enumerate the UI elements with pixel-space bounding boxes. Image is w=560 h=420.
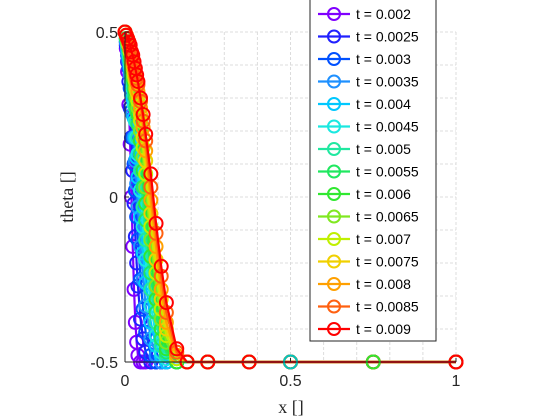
y-tick-label: 0.5: [96, 25, 118, 42]
legend-label: t = 0.0075: [356, 254, 419, 270]
legend-swatch-marker: [327, 119, 341, 134]
legend-item: t = 0.0055: [318, 164, 419, 180]
legend-swatch-marker: [327, 277, 341, 291]
legend-swatch-marker: [327, 209, 341, 224]
legend-label: t = 0.008: [356, 276, 411, 292]
legend-item: t = 0.002: [318, 6, 411, 22]
legend-label: t = 0.0085: [356, 299, 419, 315]
data-point: [138, 126, 154, 142]
legend-item: t = 0.0085: [318, 299, 419, 315]
legend-label: t = 0.006: [356, 186, 411, 202]
y-tick-label: -0.5: [90, 355, 118, 372]
legend-label: t = 0.004: [356, 96, 411, 112]
legend-item: t = 0.006: [318, 186, 411, 202]
legend-swatch-marker: [327, 7, 341, 21]
data-point: [148, 215, 164, 231]
legend-item: t = 0.0065: [318, 209, 419, 225]
legend-swatch-marker: [327, 29, 341, 44]
legend-item: t = 0.0045: [318, 119, 419, 135]
legend-swatch-marker: [327, 299, 341, 314]
x-tick-label: 1: [452, 373, 461, 390]
data-point: [158, 295, 174, 311]
legend-label: t = 0.009: [356, 321, 411, 337]
legend-item: t = 0.005: [318, 141, 411, 157]
y-tick-label: 0: [109, 190, 118, 207]
data-point: [133, 90, 149, 106]
legend-item: t = 0.004: [318, 96, 411, 112]
legend-swatch-marker: [327, 322, 341, 336]
legend-swatch-marker: [327, 187, 341, 201]
data-point: [143, 166, 159, 182]
legend-item: t = 0.0075: [318, 254, 419, 270]
legend-item: t = 0.003: [318, 51, 411, 67]
data-point: [129, 67, 145, 83]
legend-label: t = 0.005: [356, 141, 411, 157]
data-point: [169, 341, 185, 357]
tick-labels: 0 0.5 1-0.500.5: [90, 25, 460, 390]
legend-swatch-marker: [327, 97, 341, 111]
legend-label: t = 0.003: [356, 51, 411, 67]
legend-label: t = 0.0065: [356, 209, 419, 225]
x-tick-label: 0: [121, 373, 130, 390]
legend-item: t = 0.009: [318, 321, 411, 337]
legend-label: t = 0.0045: [356, 119, 419, 135]
y-axis-label: theta []: [57, 171, 77, 222]
legend-swatch-marker: [327, 232, 341, 246]
legend-swatch-marker: [327, 74, 341, 89]
legend-swatch-marker: [327, 254, 341, 269]
data-point: [138, 298, 154, 314]
legend-item: t = 0.007: [318, 231, 411, 247]
legend-label: t = 0.0035: [356, 74, 419, 90]
legend-label: t = 0.007: [356, 231, 411, 247]
data-point: [122, 37, 138, 53]
data-point: [153, 258, 169, 274]
legend-swatch-marker: [327, 52, 341, 66]
legend-item: t = 0.0025: [318, 29, 419, 45]
legend-item: t = 0.0035: [318, 74, 419, 90]
data-point: [130, 74, 146, 89]
legend-label: t = 0.002: [356, 6, 411, 22]
legend-label: t = 0.0055: [356, 164, 419, 180]
legend-item: t = 0.008: [318, 276, 411, 292]
legend: t = 0.002 t = 0.0025 t = 0.003 t = 0.0035 t …: [309, 0, 437, 342]
legend-swatch-marker: [327, 142, 341, 156]
legend-swatch-marker: [327, 164, 341, 179]
legend-label: t = 0.0025: [356, 29, 419, 45]
data-point: [135, 107, 151, 122]
x-tick-label: 0.5: [279, 373, 301, 390]
x-axis-label: x []: [278, 397, 304, 417]
